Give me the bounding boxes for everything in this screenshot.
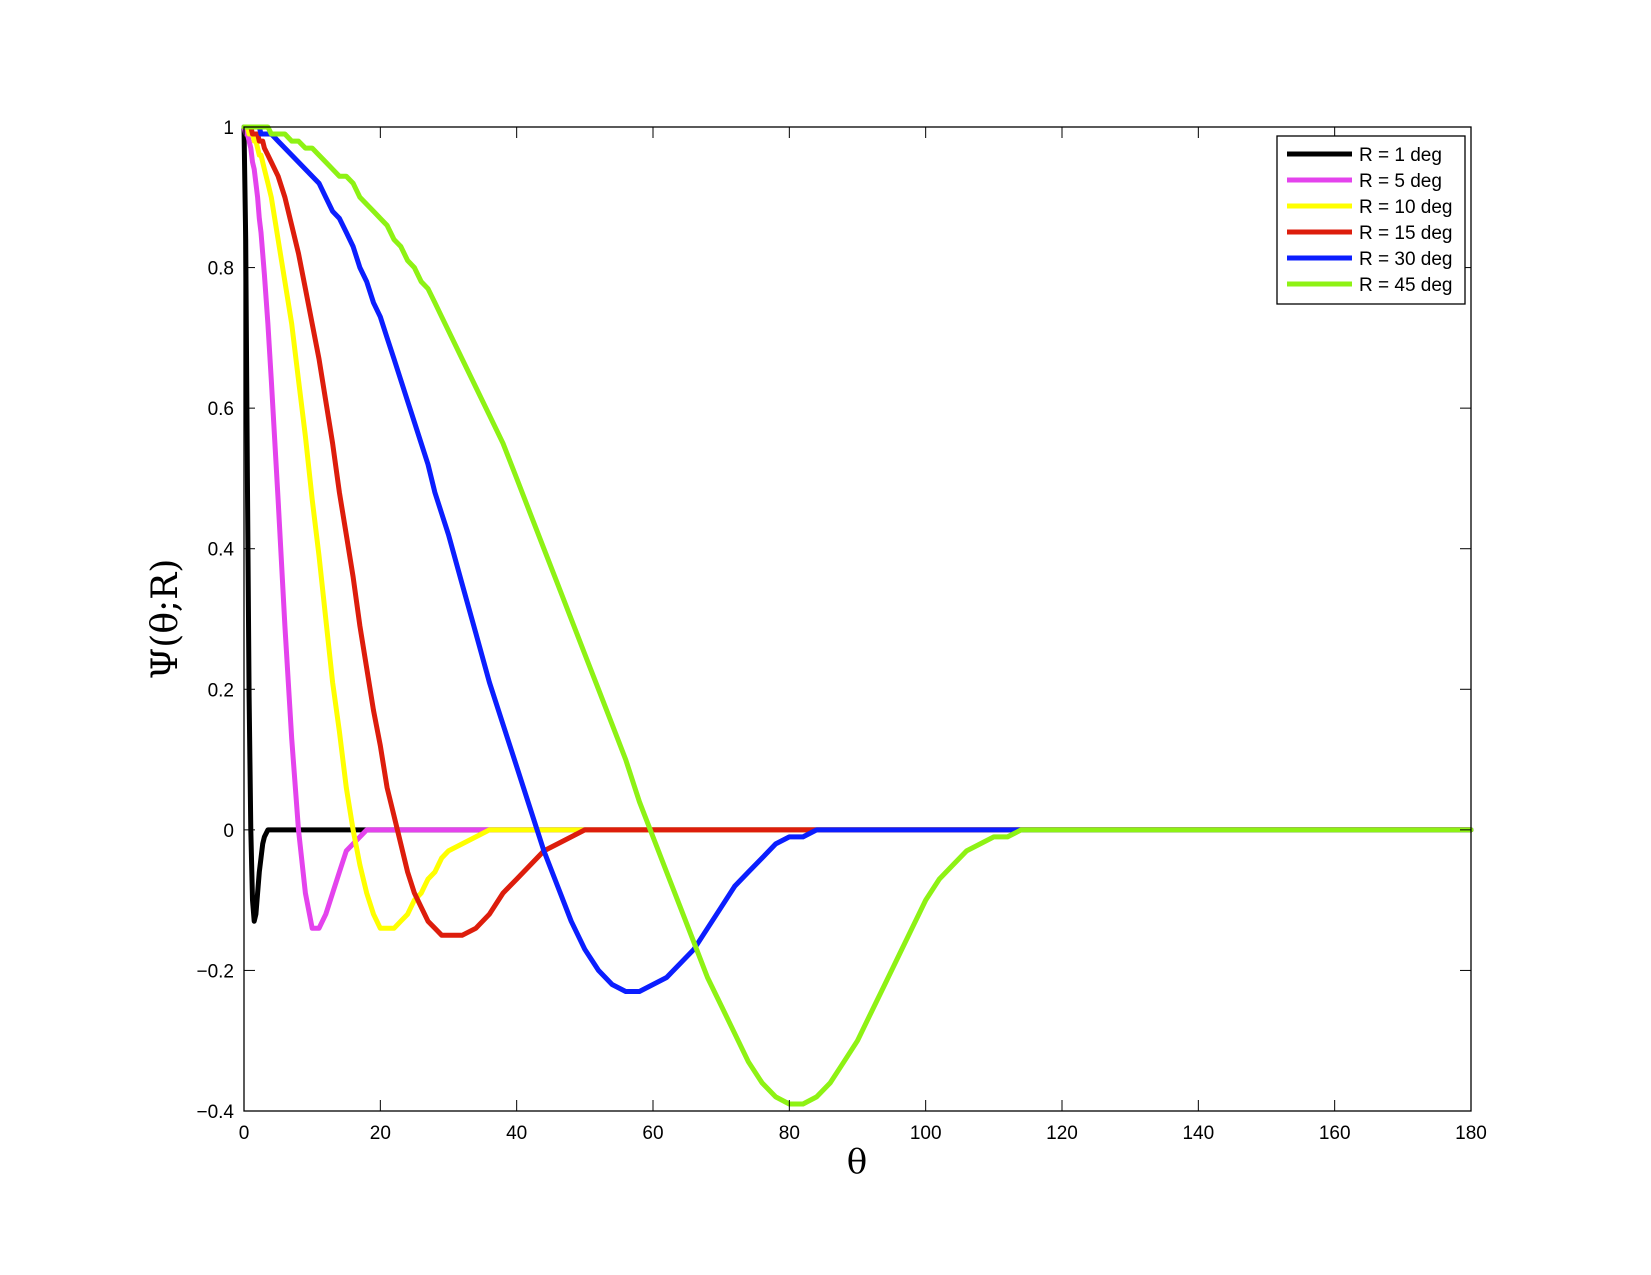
y-tick-label: −0.2	[196, 961, 234, 982]
y-tick-label: 0.8	[208, 259, 234, 280]
x-tick-label: 0	[239, 1123, 250, 1144]
y-axis-label: Ψ(θ;R)	[145, 559, 186, 680]
legend-box	[1276, 135, 1466, 305]
x-tick-label: 20	[370, 1123, 391, 1144]
plot-frame	[243, 126, 1472, 1112]
legend: R = 1 deg R = 5 deg R = 10 deg R = 15 deg R …	[1276, 135, 1466, 305]
y-tick-label: 0.6	[208, 399, 234, 420]
x-tick-label: 120	[1046, 1123, 1078, 1144]
series-layer	[241, 124, 1474, 1107]
x-tick-label: 140	[1182, 1123, 1214, 1144]
y-tick-label: 1	[223, 118, 234, 139]
x-tick-label: 160	[1319, 1123, 1351, 1144]
x-tick-label: 180	[1455, 1123, 1487, 1144]
series-line-6	[241, 124, 1474, 1107]
y-tick-label: 0	[223, 821, 234, 842]
ticks-layer: 0 20 40 60 80 100 120 140 160 180 −0.4 −0.2 0 0.2 0.4 0…	[196, 118, 1486, 1144]
y-tick-label: −0.4	[196, 1102, 234, 1123]
legend-label-3: R = 10 deg	[1359, 197, 1453, 218]
x-tick-label: 40	[506, 1123, 527, 1144]
x-tick-label: 60	[642, 1123, 663, 1144]
legend-label-5: R = 30 deg	[1359, 249, 1453, 270]
x-axis-label: θ	[847, 1142, 867, 1182]
legend-label-6: R = 45 deg	[1359, 275, 1453, 296]
x-tick-label: 80	[779, 1123, 800, 1144]
x-tick-label: 100	[910, 1123, 942, 1144]
legend-label-4: R = 15 deg	[1359, 223, 1453, 244]
y-tick-label: 0.4	[208, 540, 235, 561]
y-tick-label: 0.2	[208, 680, 234, 701]
legend-label-1: R = 1 deg	[1359, 145, 1442, 166]
legend-label-2: R = 5 deg	[1359, 171, 1442, 192]
